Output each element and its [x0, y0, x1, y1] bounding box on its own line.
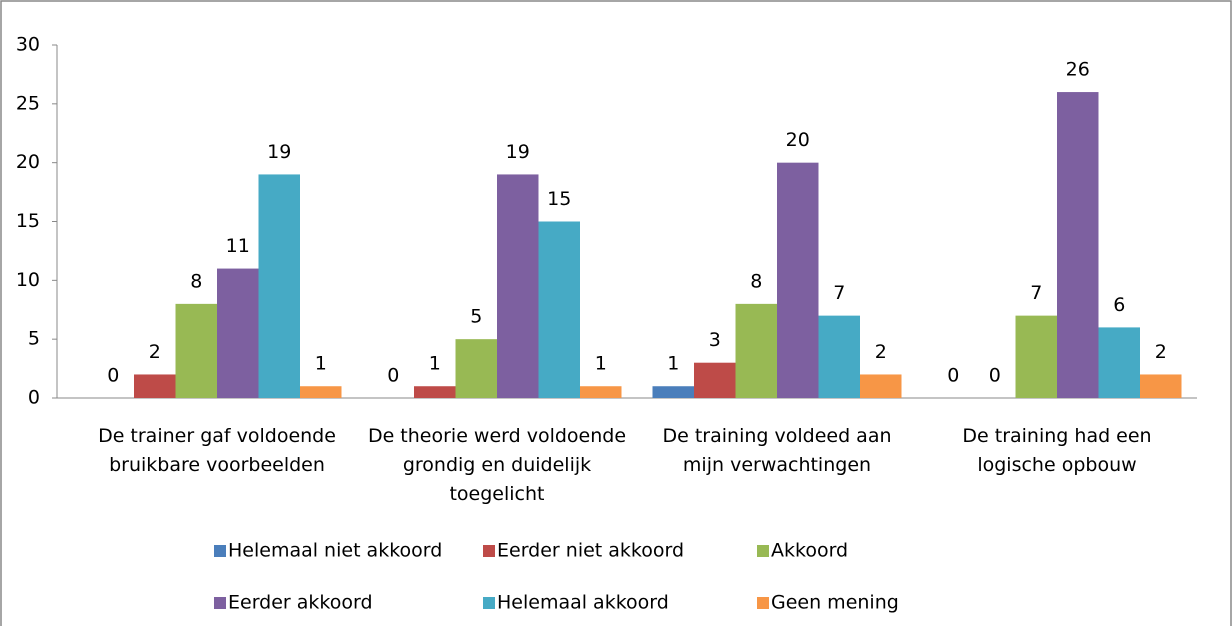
- bar: [818, 315, 860, 398]
- data-label: 20: [786, 129, 810, 151]
- bar: [217, 268, 259, 398]
- bar: [652, 386, 694, 398]
- legend-swatch: [757, 597, 769, 609]
- bar: [175, 303, 217, 398]
- y-tick-label: 0: [28, 387, 40, 409]
- data-label: 1: [667, 353, 679, 375]
- data-label: 1: [595, 353, 607, 375]
- data-label: 0: [107, 365, 119, 387]
- x-tick-label: De trainer gaf voldoende bruikbare voorbe…: [98, 425, 336, 476]
- y-tick-label: 20: [16, 151, 40, 173]
- legend-label: Akkoord: [771, 540, 848, 562]
- data-label: 7: [1030, 282, 1042, 304]
- legend-label: Geen mening: [771, 592, 899, 614]
- bar: [735, 303, 777, 398]
- legend-swatch: [483, 545, 495, 557]
- y-tick-label: 10: [16, 269, 40, 291]
- bar: [300, 386, 342, 398]
- legend-label: Helemaal akkoord: [497, 592, 669, 614]
- legend-label: Helemaal niet akkoord: [228, 540, 442, 562]
- data-label: 7: [833, 282, 845, 304]
- bar: [538, 221, 580, 398]
- y-tick-label: 30: [16, 34, 40, 56]
- data-label: 19: [267, 141, 291, 163]
- bar: [580, 386, 622, 398]
- legend-swatch: [483, 597, 495, 609]
- bar: [1015, 315, 1057, 398]
- data-label: 2: [875, 341, 887, 363]
- y-tick-label: 25: [16, 92, 40, 114]
- data-label: 0: [947, 365, 959, 387]
- bar: [694, 362, 736, 398]
- bar: [1140, 374, 1182, 398]
- x-tick-label: De training voldeed aan mijn verwachtinge…: [662, 425, 891, 476]
- data-label: 19: [506, 141, 530, 163]
- data-label: 3: [709, 329, 721, 351]
- bar: [414, 386, 456, 398]
- x-tick-label: De theorie werd voldoende grondig en duid…: [368, 425, 626, 505]
- bar: [455, 339, 497, 398]
- data-label: 1: [315, 353, 327, 375]
- data-label: 1: [429, 353, 441, 375]
- legend-swatch: [214, 597, 226, 609]
- data-label: 0: [387, 365, 399, 387]
- data-label: 2: [149, 341, 161, 363]
- legend-label: Eerder niet akkoord: [497, 540, 684, 562]
- data-label: 5: [470, 306, 482, 328]
- data-label: 2: [1155, 341, 1167, 363]
- y-tick-label: 5: [28, 328, 40, 350]
- data-label: 8: [190, 270, 202, 292]
- data-label: 15: [547, 188, 571, 210]
- bar: [1098, 327, 1140, 398]
- y-tick-label: 15: [16, 210, 40, 232]
- data-label: 0: [989, 365, 1001, 387]
- bar: [860, 374, 902, 398]
- x-tick-label: De training had een logische opbouw: [962, 425, 1151, 476]
- bar: [777, 162, 819, 398]
- legend-label: Eerder akkoord: [228, 592, 373, 614]
- data-label: 6: [1113, 294, 1125, 316]
- legend-swatch: [214, 545, 226, 557]
- bar: [497, 174, 539, 398]
- data-label: 26: [1066, 59, 1090, 81]
- data-label: 11: [226, 235, 250, 257]
- bar: [134, 374, 176, 398]
- legend-swatch: [757, 545, 769, 557]
- bar: [258, 174, 300, 398]
- bar: [1057, 92, 1099, 399]
- data-label: 8: [750, 270, 762, 292]
